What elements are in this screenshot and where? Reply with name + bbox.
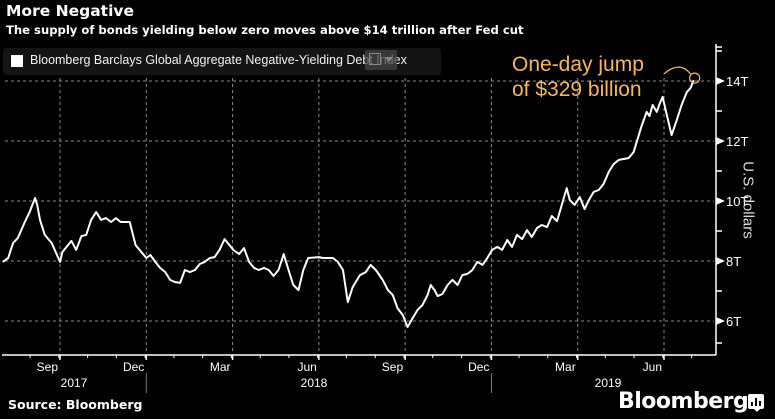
legend-swatch [11,55,23,67]
y-tick-arrow [716,197,725,205]
y-tick-arrow [716,77,725,85]
x-axis-ticks: Sep Dec Mar Jun Sep Dec Mar Jun 2017 2018 2019 [29,355,693,393]
x-tick-label: Dec [468,360,489,374]
legend-toggle-button[interactable] [365,50,397,70]
annotation-line-1: One-day jump [512,53,644,76]
annotation-line-2: of $329 billion [512,78,642,101]
x-tick-label: Sep [37,360,59,374]
x-year-label: 2019 [595,376,622,390]
series-line [2,79,695,328]
source-note: Source: Bloomberg [8,397,143,412]
x-year-label: 2017 [61,376,88,390]
y-tick-label: 8T [726,254,741,269]
annotation-arc [663,66,692,75]
x-year-label: 2018 [301,376,328,390]
chevron-down-icon [385,57,393,62]
annotation-text: One-day jump of $329 billion [512,52,644,102]
x-tick-label: Jun [297,360,316,374]
y-tick-arrow [716,257,725,265]
checkbox-icon [369,53,381,65]
y-tick-arrow [716,317,725,325]
brand-logo: Bloomberg [618,389,749,414]
x-tick-label: Mar [555,360,576,374]
annotation-circle [689,72,701,84]
y-axis-label: U.S. dollars [739,161,757,239]
y-tick-label: 14T [726,74,748,89]
legend: Bloomberg Barclays Global Aggregate Nega… [3,48,441,75]
x-tick-label: Dec [123,360,144,374]
chart-title: More Negative [6,2,135,20]
annotation-marks [663,66,701,84]
y-tick-label: 12T [726,134,748,149]
chart-subtitle: The supply of bonds yielding below zero … [6,23,524,37]
bloomberg-chart-icon [748,394,764,412]
x-tick-label: Jun [643,360,662,374]
legend-label: Bloomberg Barclays Global Aggregate Nega… [30,53,407,67]
x-tick-label: Sep [382,360,404,374]
y-tick-arrow [716,137,725,145]
x-tick-label: Mar [210,360,231,374]
y-axis-ticks: 6T 8T 10T 12T 14T [716,46,748,344]
y-tick-label: 6T [726,314,741,329]
gridlines [5,78,714,355]
y-tick-label: 10T [726,194,748,209]
